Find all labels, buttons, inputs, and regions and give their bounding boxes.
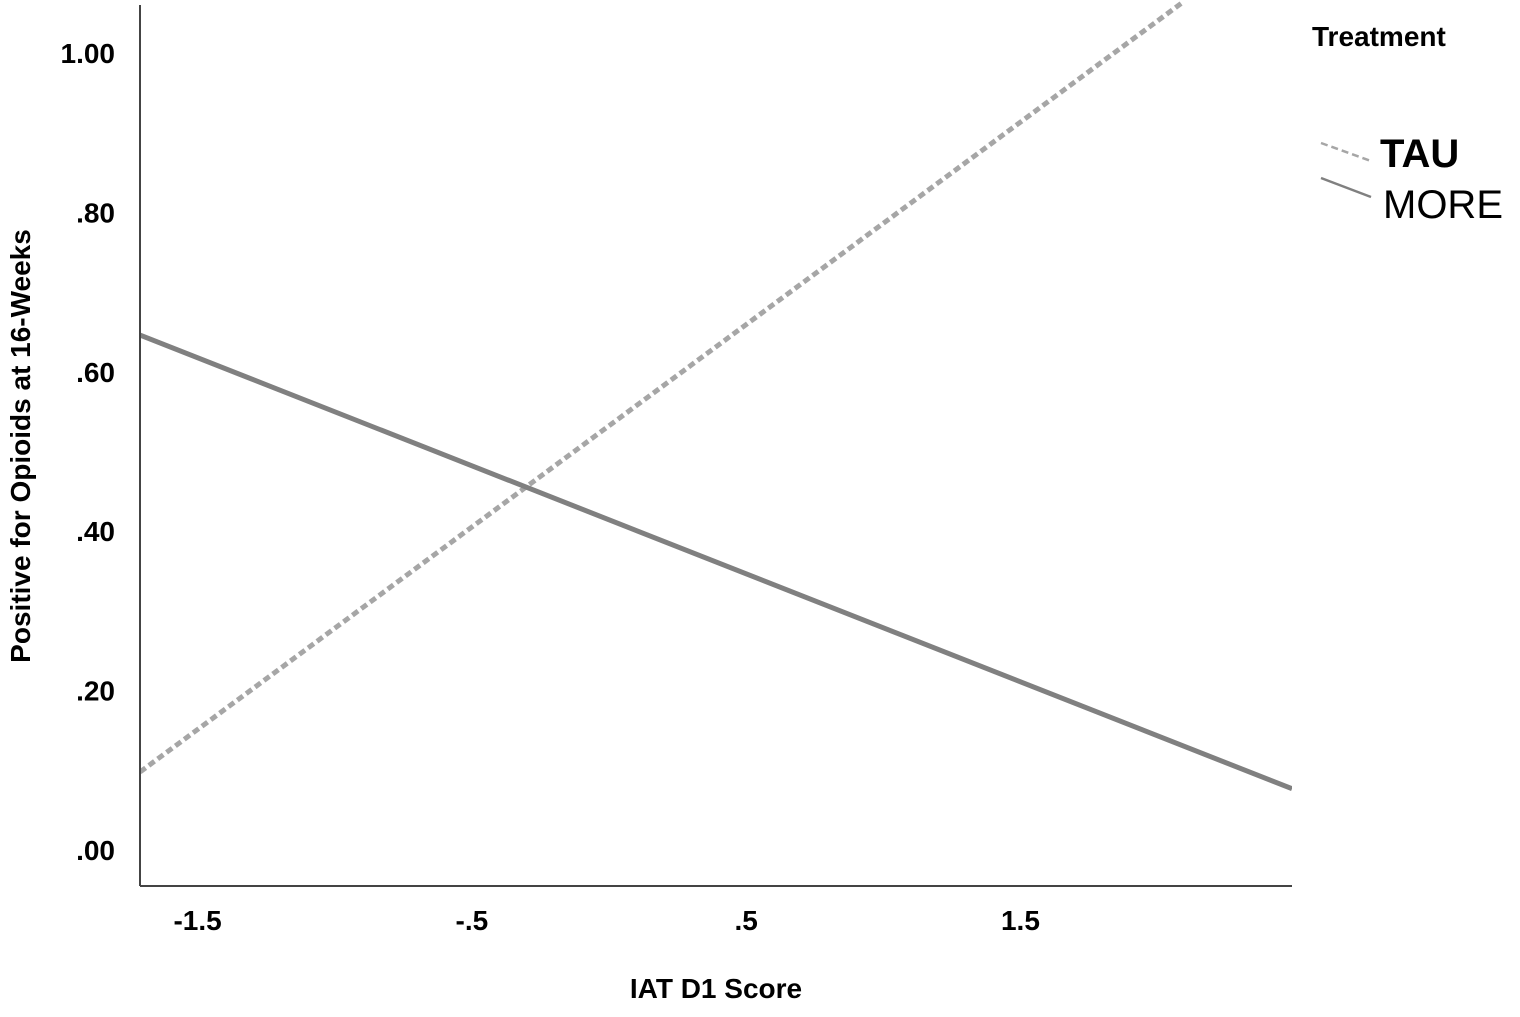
- legend-swatch-tau: [1320, 141, 1372, 163]
- y-tick-label: 1.00: [61, 38, 116, 69]
- legend-item-tau: TAU: [1320, 132, 1459, 176]
- y-tick-label: .00: [76, 835, 115, 866]
- y-tick-label: .20: [76, 676, 115, 707]
- y-tick-label: .80: [76, 197, 115, 228]
- legend-label-more: MORE: [1383, 183, 1503, 227]
- y-axis-label: Positive for Opioids at 16-Weeks: [5, 229, 36, 663]
- series-line-more: [140, 332, 1292, 792]
- y-tick-label: .40: [76, 516, 115, 547]
- x-tick-label: .5: [734, 905, 757, 936]
- series-line-tau: [140, 0, 1184, 774]
- x-tick-label: -.5: [456, 905, 489, 936]
- legend-title: Treatment: [1312, 21, 1446, 52]
- legend-item-more: MORE: [1320, 176, 1503, 227]
- x-tick-label: -1.5: [173, 905, 221, 936]
- legend-swatch-more: [1320, 176, 1372, 199]
- x-axis-label: IAT D1 Score: [630, 973, 802, 1004]
- y-tick-label: .60: [76, 357, 115, 388]
- x-tick-label: 1.5: [1001, 905, 1040, 936]
- legend-label-tau: TAU: [1380, 132, 1459, 176]
